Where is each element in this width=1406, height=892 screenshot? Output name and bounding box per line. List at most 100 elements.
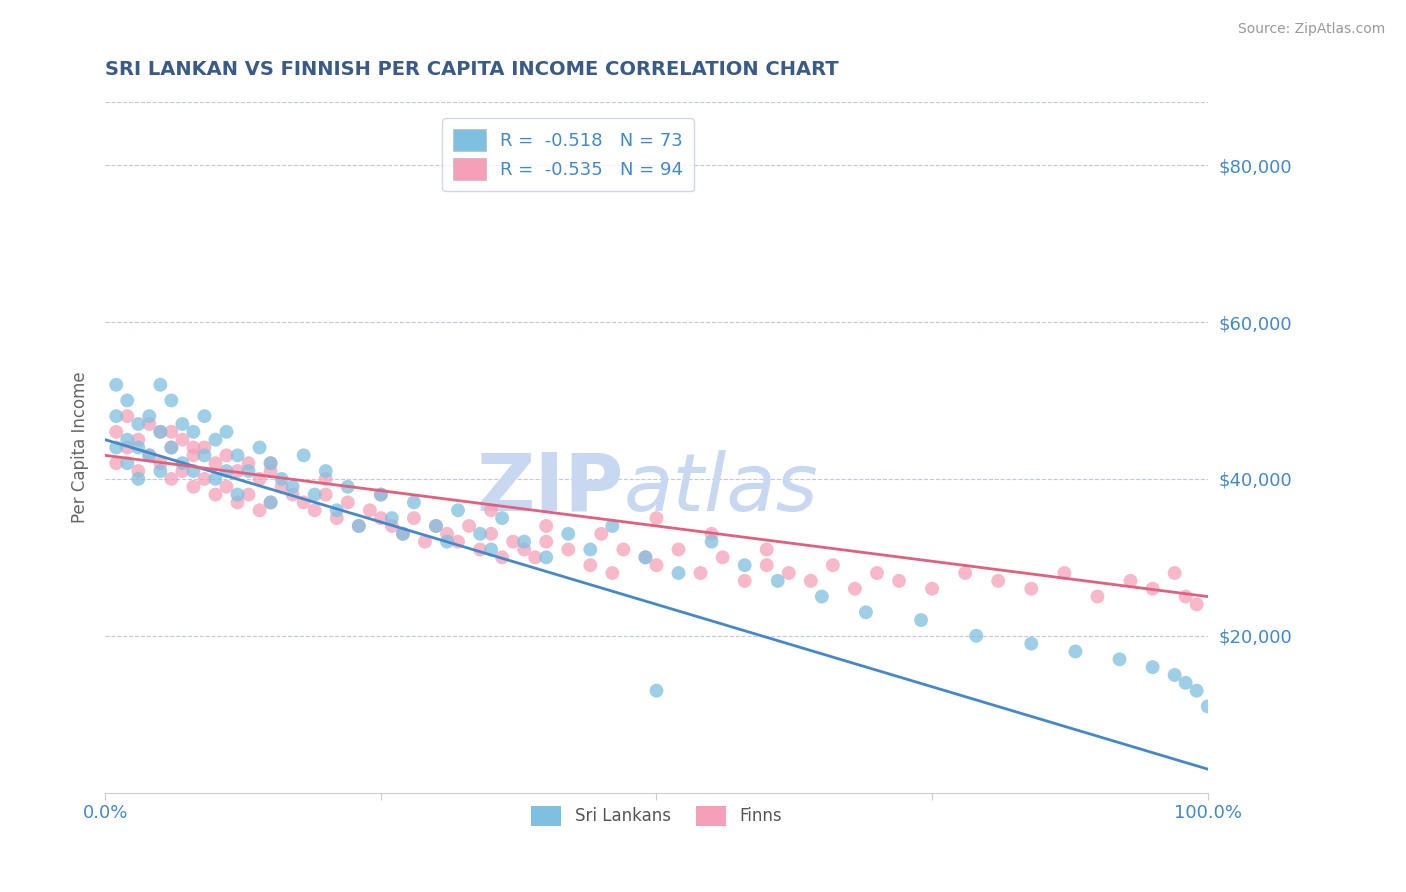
Point bbox=[117, 456, 139, 470]
Point bbox=[602, 566, 624, 580]
Point bbox=[491, 550, 513, 565]
Point bbox=[479, 503, 502, 517]
Point bbox=[1185, 683, 1208, 698]
Point bbox=[634, 550, 657, 565]
Point bbox=[381, 511, 404, 525]
Point bbox=[105, 441, 128, 455]
Point bbox=[117, 433, 139, 447]
Point bbox=[259, 464, 281, 478]
Point bbox=[921, 582, 943, 596]
Point bbox=[436, 534, 458, 549]
Point bbox=[668, 542, 690, 557]
Point bbox=[215, 425, 238, 439]
Point bbox=[910, 613, 932, 627]
Y-axis label: Per Capita Income: Per Capita Income bbox=[72, 372, 89, 524]
Point bbox=[370, 487, 392, 501]
Point bbox=[1064, 644, 1087, 658]
Point bbox=[700, 534, 723, 549]
Point bbox=[183, 464, 205, 478]
Point bbox=[117, 441, 139, 455]
Point bbox=[887, 574, 910, 588]
Point bbox=[557, 542, 579, 557]
Point bbox=[183, 448, 205, 462]
Point bbox=[1142, 660, 1164, 674]
Point bbox=[226, 464, 249, 478]
Point bbox=[193, 472, 215, 486]
Point bbox=[193, 441, 215, 455]
Point bbox=[1185, 598, 1208, 612]
Point bbox=[215, 448, 238, 462]
Point bbox=[149, 464, 172, 478]
Point bbox=[524, 550, 547, 565]
Point bbox=[436, 526, 458, 541]
Point bbox=[226, 448, 249, 462]
Point bbox=[259, 456, 281, 470]
Point bbox=[204, 433, 226, 447]
Point bbox=[534, 519, 557, 533]
Point bbox=[447, 534, 470, 549]
Point bbox=[160, 472, 183, 486]
Legend: Sri Lankans, Finns: Sri Lankans, Finns bbox=[524, 799, 789, 832]
Point bbox=[259, 495, 281, 509]
Point bbox=[612, 542, 634, 557]
Point bbox=[579, 558, 602, 573]
Point bbox=[149, 456, 172, 470]
Point bbox=[172, 464, 194, 478]
Point bbox=[183, 441, 205, 455]
Point bbox=[513, 542, 536, 557]
Point bbox=[734, 574, 756, 588]
Point bbox=[138, 417, 160, 431]
Point bbox=[953, 566, 976, 580]
Point bbox=[1142, 582, 1164, 596]
Point bbox=[668, 566, 690, 580]
Point bbox=[138, 448, 160, 462]
Point bbox=[513, 534, 536, 549]
Point bbox=[491, 511, 513, 525]
Point bbox=[326, 503, 349, 517]
Point bbox=[149, 425, 172, 439]
Point bbox=[844, 582, 866, 596]
Point bbox=[479, 526, 502, 541]
Point bbox=[105, 425, 128, 439]
Point bbox=[336, 495, 359, 509]
Point bbox=[238, 464, 260, 478]
Text: ZIP: ZIP bbox=[477, 450, 623, 528]
Point bbox=[238, 456, 260, 470]
Point bbox=[259, 456, 281, 470]
Point bbox=[392, 526, 415, 541]
Point bbox=[138, 448, 160, 462]
Point bbox=[468, 542, 491, 557]
Point bbox=[821, 558, 844, 573]
Point bbox=[602, 519, 624, 533]
Point bbox=[1174, 590, 1197, 604]
Point bbox=[1053, 566, 1076, 580]
Point bbox=[183, 480, 205, 494]
Point bbox=[226, 487, 249, 501]
Point bbox=[1197, 699, 1219, 714]
Point bbox=[270, 480, 292, 494]
Point bbox=[645, 558, 668, 573]
Point bbox=[392, 526, 415, 541]
Point bbox=[700, 526, 723, 541]
Point bbox=[591, 526, 613, 541]
Point bbox=[1021, 582, 1043, 596]
Point bbox=[855, 605, 877, 619]
Point bbox=[689, 566, 711, 580]
Point bbox=[866, 566, 889, 580]
Point bbox=[800, 574, 823, 588]
Point bbox=[347, 519, 370, 533]
Point bbox=[1163, 566, 1185, 580]
Point bbox=[766, 574, 789, 588]
Point bbox=[160, 425, 183, 439]
Point bbox=[381, 519, 404, 533]
Point bbox=[304, 487, 326, 501]
Point bbox=[172, 433, 194, 447]
Text: Source: ZipAtlas.com: Source: ZipAtlas.com bbox=[1237, 22, 1385, 37]
Point bbox=[402, 511, 425, 525]
Point bbox=[1119, 574, 1142, 588]
Point bbox=[502, 534, 524, 549]
Point bbox=[1163, 668, 1185, 682]
Point bbox=[778, 566, 800, 580]
Point bbox=[204, 487, 226, 501]
Point bbox=[315, 464, 337, 478]
